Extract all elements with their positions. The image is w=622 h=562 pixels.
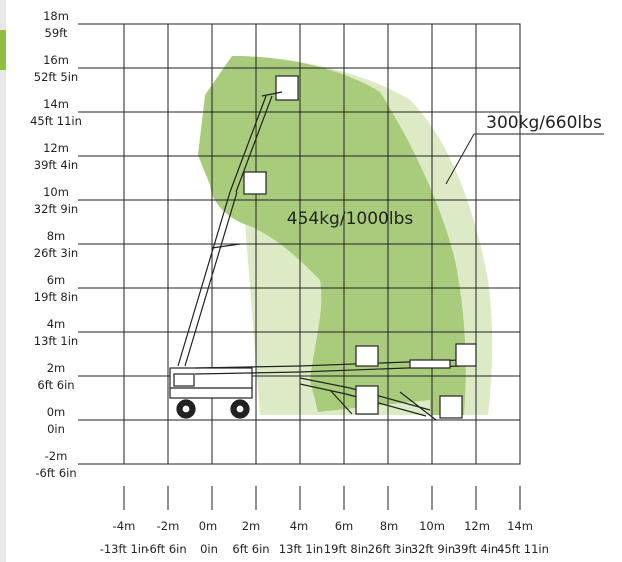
x-tick-m: 10m	[419, 519, 445, 533]
x-tick-ft: 26ft 3in	[368, 542, 412, 556]
y-tick-m: 8m	[47, 229, 66, 243]
outer-zone-label: 300kg/660lbs	[486, 113, 602, 133]
y-axis-ticks	[78, 23, 124, 465]
y-tick-m: 18m	[43, 9, 69, 23]
x-tick-ft: 45ft 11in	[497, 542, 549, 556]
x-tick-ft: 0in	[200, 542, 218, 556]
x-tick-ft: -6ft 6in	[145, 542, 186, 556]
x-tick-ft: 32ft 9in	[411, 542, 455, 556]
y-tick-ft: 26ft 3in	[34, 246, 78, 260]
x-tick-m: 8m	[380, 519, 399, 533]
y-tick-m: 12m	[43, 141, 69, 155]
boom-lift-drawing	[169, 75, 477, 421]
x-tick-m: 6m	[335, 519, 354, 533]
y-axis-labels: 18m 59ft 16m 52ft 5in 14m 45ft 11in 12m …	[30, 9, 82, 480]
x-axis-labels: -4m -13ft 1in -2m -6ft 6in 0m 0in 2m 6ft…	[100, 519, 549, 556]
x-tick-ft: -13ft 1in	[100, 542, 149, 556]
outer-zone-leader	[445, 133, 604, 185]
y-tick-ft: 19ft 8in	[34, 290, 78, 304]
y-tick-ft: 45ft 11in	[30, 114, 82, 128]
y-tick-m: 6m	[47, 273, 66, 287]
y-tick-m: 4m	[47, 317, 66, 331]
sidebar-accent	[0, 30, 6, 70]
x-tick-m: 4m	[290, 519, 309, 533]
x-tick-ft: 19ft 8in	[324, 542, 368, 556]
y-tick-m: 16m	[43, 53, 69, 67]
y-tick-ft: 13ft 1in	[34, 334, 78, 348]
inner-zone-label: 454kg/1000lbs	[287, 209, 414, 229]
y-tick-ft: 39ft 4in	[34, 158, 78, 172]
y-tick-ft: 6ft 6in	[37, 378, 74, 392]
x-tick-m: -2m	[157, 519, 180, 533]
x-axis-ticks	[123, 486, 521, 510]
y-tick-m: 14m	[43, 97, 69, 111]
y-tick-m: 10m	[43, 185, 69, 199]
x-tick-m: -4m	[113, 519, 136, 533]
x-tick-ft: 13ft 1in	[279, 542, 323, 556]
x-tick-m: 12m	[464, 519, 490, 533]
x-tick-m: 0m	[199, 519, 218, 533]
grid	[123, 23, 521, 465]
y-tick-m: -2m	[45, 449, 68, 463]
y-tick-m: 2m	[47, 361, 66, 375]
y-tick-m: 0m	[47, 405, 66, 419]
y-tick-ft: -6ft 6in	[35, 466, 76, 480]
x-tick-m: 14m	[507, 519, 533, 533]
y-tick-ft: 0in	[47, 422, 65, 436]
inner-zone-454kg	[198, 56, 466, 415]
sidebar-strip	[0, 0, 6, 562]
x-tick-m: 2m	[242, 519, 261, 533]
x-tick-ft: 6ft 6in	[232, 542, 269, 556]
y-tick-ft: 32ft 9in	[34, 202, 78, 216]
y-tick-ft: 52ft 5in	[34, 70, 78, 84]
x-tick-ft: 39ft 4in	[454, 542, 498, 556]
y-tick-ft: 59ft	[45, 26, 68, 40]
